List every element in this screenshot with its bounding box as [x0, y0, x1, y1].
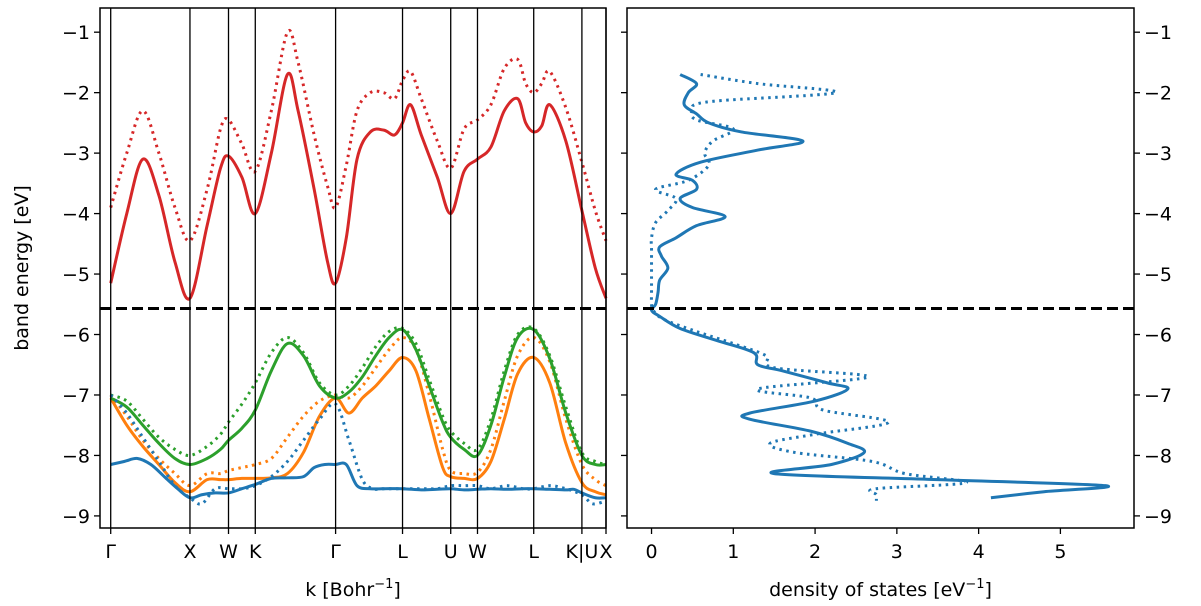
kpoint-label-1: X [183, 541, 196, 563]
band-y-tick-label-0: −9 [62, 506, 90, 528]
band-plot-frame [99, 7, 607, 529]
band-line-5-dotted [110, 325, 607, 466]
band-line-0-solid [109, 71, 608, 301]
kpoint-label-0: Γ [105, 541, 116, 563]
band-line-3-dotted [109, 336, 607, 488]
band-series-group [109, 28, 608, 506]
dos-y-ticks: −9 −8 −7 −6 −5 −4 −3 −2 −1 [621, 22, 1172, 528]
dos-x-tick-label-5: 5 [1054, 541, 1066, 563]
dos-y-tick-label-7: −2 [1144, 83, 1172, 105]
dos-x-axis-label: density of states [eV−1] [769, 577, 992, 601]
band-y-tick-label-7: −2 [62, 83, 90, 105]
kpoint-label-3: K [249, 541, 262, 563]
band-y-tick-label-5: −4 [62, 204, 90, 226]
band-y-tick-label-6: −3 [62, 143, 90, 165]
dos-line-solid [649, 73, 1110, 500]
band-y-tick-label-4: −5 [62, 264, 90, 286]
dos-y-tick-label-2: −7 [1144, 385, 1172, 407]
dos-x-ticks: 0 1 2 3 4 5 [645, 528, 1066, 563]
band-y-tick-label-2: −7 [62, 385, 90, 407]
dos-panel: −9 −8 −7 −6 −5 −4 −3 −2 −1 0 1 2 3 4 5 density of sta… [621, 7, 1172, 601]
band-x-ticks: Γ X W K Γ L U W L K|U X [105, 528, 613, 563]
dos-y-tick-label-5: −4 [1144, 204, 1172, 226]
kpoint-label-10: X [599, 541, 612, 563]
kpoint-lines-group [110, 8, 607, 528]
band-line-2-solid [109, 355, 607, 497]
dos-y-tick-label-6: −3 [1144, 143, 1172, 165]
band-x-axis-label: k [Bohr−1] [305, 577, 401, 601]
kpoint-label-2: W [219, 541, 238, 563]
kpoint-label-5: L [397, 541, 408, 563]
kpoint-label-8: L [528, 541, 539, 563]
band-y-tick-label-3: −6 [62, 325, 90, 347]
dos-x-tick-label-0: 0 [645, 541, 657, 563]
dos-x-tick-label-2: 2 [809, 541, 821, 563]
band-line-1-dotted [109, 28, 608, 243]
dos-x-tick-label-4: 4 [973, 541, 985, 563]
dos-line-dotted [649, 73, 968, 501]
band-y-tick-label-8: −1 [62, 22, 90, 44]
band-y-axis-label: band energy [eV] [11, 185, 33, 351]
band-line-4-solid [109, 326, 607, 467]
kpoint-label-7: W [468, 541, 487, 563]
dos-plot-frame [626, 7, 1135, 529]
dos-y-tick-label-3: −6 [1144, 325, 1172, 347]
dos-series-group [649, 73, 1110, 501]
dos-y-tick-label-8: −1 [1144, 22, 1172, 44]
band-y-ticks: −9 −8 −7 −6 −5 −4 −3 −2 −1 [62, 22, 100, 528]
band-y-tick-label-1: −8 [62, 445, 90, 467]
dos-y-tick-label-4: −5 [1144, 264, 1172, 286]
band-line-7-dotted [109, 393, 607, 506]
kpoint-label-6: U [444, 541, 458, 563]
dos-y-tick-label-0: −9 [1144, 506, 1172, 528]
dos-x-tick-label-3: 3 [891, 541, 903, 563]
kpoint-label-9: K|U [566, 541, 599, 563]
dos-y-tick-label-1: −8 [1144, 445, 1172, 467]
kpoint-label-4: Γ [330, 541, 341, 563]
band-line-6-solid [110, 456, 607, 500]
dos-x-tick-label-1: 1 [727, 541, 739, 563]
band-structure-panel: −9−8−7−6−5−4−3−2−1 Γ X W K Γ L U W L K|U X band en… [11, 7, 613, 601]
